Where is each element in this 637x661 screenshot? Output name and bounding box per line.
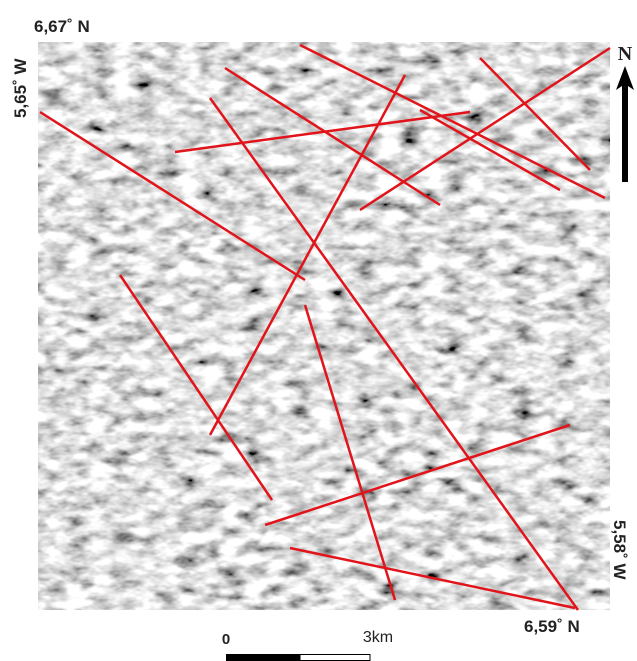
lineament bbox=[289, 546, 576, 610]
lineament bbox=[479, 57, 591, 171]
lineament bbox=[359, 46, 611, 212]
lineament bbox=[264, 423, 571, 527]
scale-bar bbox=[226, 654, 371, 661]
lineament bbox=[118, 274, 274, 501]
lineament bbox=[208, 74, 407, 436]
right-coordinate: 5,58˚ W bbox=[610, 520, 629, 580]
lineaments bbox=[39, 43, 611, 611]
lineament bbox=[39, 110, 306, 282]
lineament bbox=[299, 43, 606, 200]
scale-end-label: 3km bbox=[363, 629, 393, 646]
north-label: N bbox=[618, 43, 633, 65]
shaded-relief bbox=[38, 42, 610, 610]
lineament bbox=[303, 304, 397, 601]
lineament bbox=[174, 110, 471, 154]
left-coordinate: 5,65˚ W bbox=[11, 58, 30, 118]
lineament bbox=[208, 97, 580, 611]
north-arrow bbox=[616, 66, 634, 182]
top-left-coordinate: 6,67˚ N bbox=[34, 17, 90, 36]
lineament bbox=[419, 108, 561, 192]
scale-start-label: 0 bbox=[222, 631, 230, 648]
bottom-right-coordinate: 6,59˚ N bbox=[524, 617, 580, 636]
